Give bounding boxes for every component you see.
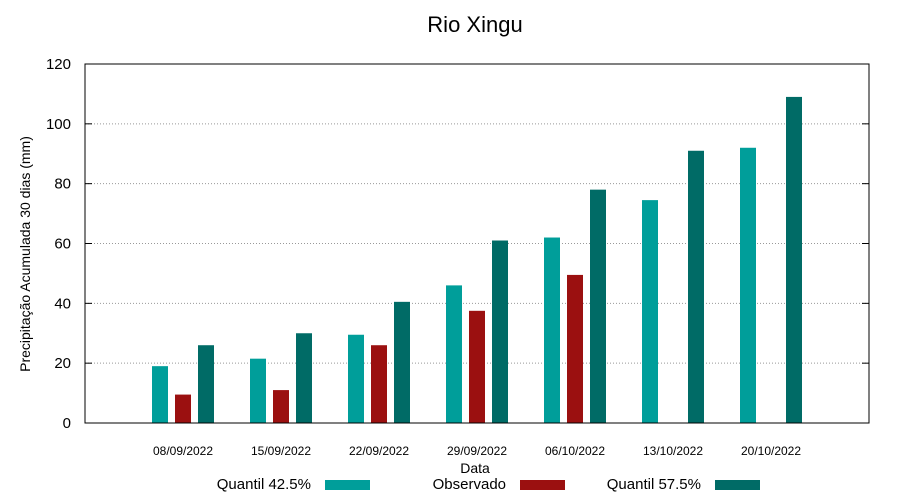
bar-3-1: [198, 345, 214, 423]
bars-group: [152, 96, 802, 424]
chart-title: Rio Xingu: [427, 12, 522, 37]
y-tick-label: 20: [54, 355, 71, 372]
y-tick-label: 60: [54, 236, 71, 253]
y-tick-label: 40: [54, 295, 71, 312]
bar-2-5: [567, 274, 583, 423]
bar-1-7: [740, 147, 756, 423]
bar-2-4: [469, 310, 485, 423]
y-tick-label: 0: [63, 415, 71, 432]
legend-label-3: Quantil 57.5%: [607, 476, 701, 493]
bar-3-5: [590, 189, 606, 423]
legend-label-2: Observado: [433, 476, 506, 493]
y-tick-label: 120: [46, 56, 71, 73]
x-tick-label: 22/09/2022: [349, 444, 409, 458]
legend: Quantil 42.5% Observado Quantil 57.5%: [217, 476, 760, 493]
legend-swatch-2: [520, 480, 565, 490]
x-ticks: 08/09/2022 15/09/2022 22/09/2022 29/09/2022…: [153, 444, 801, 458]
bar-1-4: [446, 285, 462, 423]
bar-3-4: [492, 240, 508, 423]
bar-3-3: [394, 301, 410, 423]
bar-3-2: [296, 333, 312, 423]
bar-1-2: [250, 358, 266, 423]
y-ticks: 0 20 40 60 80 100 120: [46, 56, 869, 432]
y-tick-label: 100: [46, 116, 71, 133]
x-tick-label: 29/09/2022: [447, 444, 507, 458]
bar-2-1: [175, 394, 191, 423]
x-tick-label: 20/10/2022: [741, 444, 801, 458]
bar-3-7: [786, 96, 802, 424]
x-tick-label: 13/10/2022: [643, 444, 703, 458]
x-tick-label: 06/10/2022: [545, 444, 605, 458]
bar-1-3: [348, 334, 364, 423]
bar-1-6: [642, 200, 658, 423]
legend-swatch-1: [325, 480, 370, 490]
legend-swatch-3: [715, 480, 760, 490]
bar-2-3: [371, 345, 387, 423]
bar-3-6: [688, 150, 704, 423]
x-axis-label: Data: [460, 460, 490, 476]
y-tick-label: 80: [54, 176, 71, 193]
bar-2-2: [273, 390, 289, 423]
bar-1-1: [152, 366, 168, 423]
x-tick-label: 15/09/2022: [251, 444, 311, 458]
bar-1-5: [544, 237, 560, 423]
y-axis-label: Precipitação Acumulada 30 dias (mm): [17, 136, 33, 372]
legend-label-1: Quantil 42.5%: [217, 476, 311, 493]
x-tick-label: 08/09/2022: [153, 444, 213, 458]
